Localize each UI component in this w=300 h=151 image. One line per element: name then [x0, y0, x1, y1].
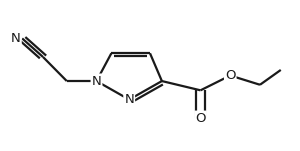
Text: O: O: [195, 112, 206, 125]
Text: N: N: [92, 75, 101, 88]
Text: N: N: [124, 93, 134, 106]
Text: O: O: [225, 69, 236, 82]
Text: N: N: [11, 32, 21, 45]
